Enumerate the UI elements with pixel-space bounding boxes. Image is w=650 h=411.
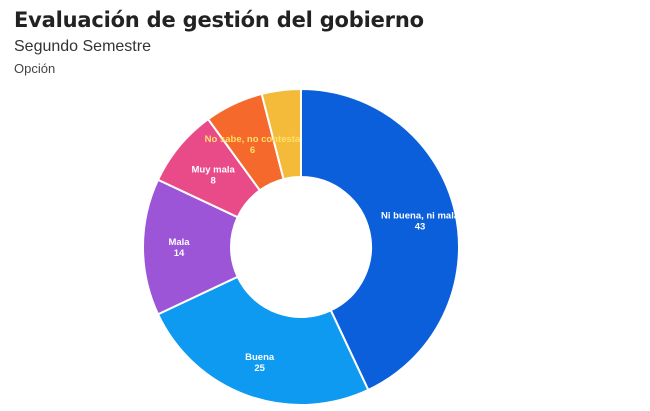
slice-value-1: 43 <box>415 221 426 232</box>
legend-title: Opción <box>14 61 56 76</box>
slice-label-2: Buena <box>245 352 275 363</box>
slice-label-5: No sabe, no contesta <box>205 134 301 145</box>
slice-value-4: 8 <box>211 175 216 186</box>
slice-value-2: 25 <box>254 363 265 374</box>
donut-slices <box>142 87 460 406</box>
chart-subtitle: Segundo Semestre <box>14 38 151 55</box>
slice-value-5: 6 <box>250 145 255 156</box>
slice-2[interactable] <box>156 275 370 406</box>
slice-label-1: Ni buena, ni mala <box>381 210 460 221</box>
slice-6[interactable] <box>260 87 302 181</box>
chart-title: Evaluación de gestión del gobierno <box>14 8 424 32</box>
slice-label-3: Mala <box>168 237 190 248</box>
slice-3[interactable] <box>142 178 239 316</box>
chart-header: Evaluación de gestión del gobierno Segun… <box>14 6 636 78</box>
slice-label-4: Muy mala <box>192 164 236 175</box>
slice-value-3: 14 <box>174 248 185 259</box>
slice-1[interactable] <box>300 87 460 392</box>
